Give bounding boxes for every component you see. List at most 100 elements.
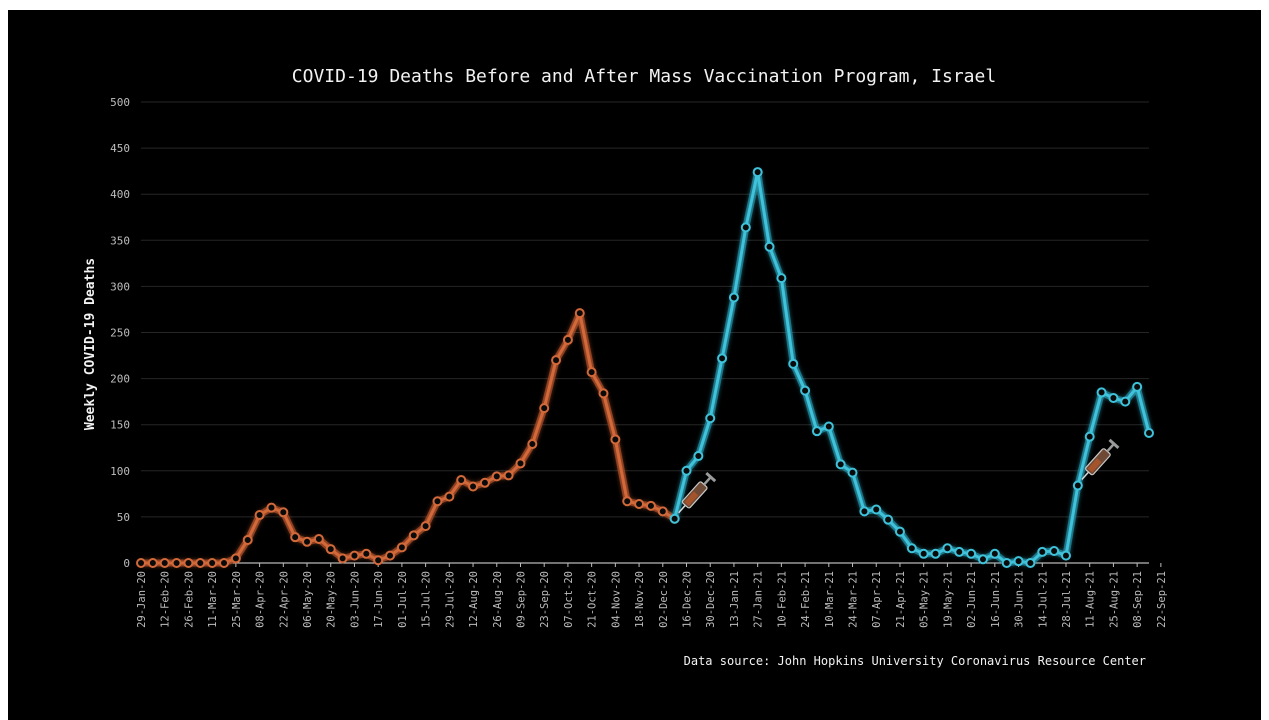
x-tick-label: 08-Apr-20 [255,571,267,628]
data-point [622,496,633,507]
x-tick-label: 26-Aug-20 [492,571,504,628]
data-point [835,459,846,470]
x-tick-label: 22-Apr-20 [278,571,290,628]
data-point [800,385,811,396]
data-point [681,465,692,476]
data-point [266,502,277,513]
x-tick-label: 16-Jun-21 [990,571,1002,628]
x-tick-label: 09-Sep-20 [515,571,527,628]
data-point [669,513,680,524]
x-tick-label: 10-Feb-21 [776,571,788,628]
x-tick-label: 23-Sep-20 [539,571,551,628]
data-point [930,548,941,559]
series-layer [136,167,1154,568]
y-tick-label: 200 [110,373,130,386]
x-tick-label: 04-Nov-20 [610,571,622,628]
data-point [136,558,146,568]
data-point [752,167,763,178]
data-point [278,507,289,518]
data-point [1096,387,1107,398]
data-point [527,439,538,450]
x-tick-label: 25-Mar-20 [231,571,243,628]
syringe-icon [678,471,717,514]
x-tick-label: 21-Apr-21 [895,571,907,628]
y-tick-label: 500 [110,96,130,109]
data-point [918,548,929,559]
x-tick-label: 03-Jun-20 [349,571,361,628]
data-point [847,467,858,478]
data-point [456,475,467,486]
data-point [728,292,739,303]
annotations-layer [678,438,1120,514]
data-point [1013,556,1024,567]
data-point [1049,546,1060,557]
series-pre-vaccination [136,308,680,568]
data-point [171,558,182,568]
x-tick-label: 25-Aug-21 [1108,571,1120,628]
data-point [788,358,799,369]
x-tick-label: 22-Sep-21 [1156,571,1168,628]
data-point [195,558,206,568]
data-point [290,532,301,543]
data-point [302,536,313,547]
data-point [325,544,336,555]
x-tick-label: 05-May-21 [919,571,931,628]
x-tick-label: 01-Jul-20 [397,571,409,628]
x-tick-label: 30-Jun-21 [1014,571,1026,628]
data-point [207,558,218,568]
data-point [219,558,230,568]
x-tick-label: 10-Mar-21 [824,571,836,628]
x-tick-label: 12-Feb-20 [160,571,172,628]
data-point [977,554,988,565]
x-tick-label: 16-Dec-20 [682,571,694,628]
x-tick-label: 13-Jan-21 [729,571,741,628]
data-point [1108,392,1119,403]
data-point [610,434,621,445]
data-point [432,496,443,507]
data-point [444,491,455,502]
x-tick-label: 12-Aug-20 [468,571,480,628]
y-tick-label: 450 [110,142,130,155]
x-tick-label: 07-Apr-21 [871,571,883,628]
x-tick-label: 24-Mar-21 [848,571,860,628]
data-point [1001,558,1012,568]
x-tick-label: 17-Jun-20 [373,571,385,628]
data-point [254,510,265,521]
data-point [871,504,882,515]
x-tick-label: 08-Sep-21 [1132,571,1144,628]
data-point [740,222,751,233]
x-tick-label: 28-Jul-21 [1061,571,1073,628]
x-tick-label: 06-May-20 [302,571,314,628]
data-point [539,403,550,414]
data-point [515,458,526,469]
y-tick-label: 0 [123,557,130,570]
data-point [159,558,170,568]
x-tick-label: 11-Aug-21 [1085,571,1097,628]
data-point [562,334,573,345]
y-tick-label: 400 [110,188,130,201]
data-point [385,550,396,561]
y-tick-label: 350 [110,234,130,247]
data-point [337,553,348,564]
x-tick-label: 15-Jul-20 [421,571,433,628]
chart-frame: 0 50 100 150 200 250 300 350 400 450 500 29-Jan-20… [8,10,1261,720]
series-post-vaccination [669,167,1154,568]
x-tick-label: 24-Feb-21 [800,571,812,628]
data-point [966,548,977,559]
gridlines [141,101,1149,518]
data-point [894,526,905,537]
data-point [230,553,241,564]
x-tick-label: 02-Jun-21 [966,571,978,628]
data-point [1084,431,1095,442]
data-point [147,558,158,568]
data-point [361,548,372,559]
y-axis: 0 50 100 150 200 250 300 350 400 450 500 [110,96,1149,570]
x-tick-label: 07-Oct-20 [563,571,575,628]
data-point [693,451,704,462]
data-point [408,530,419,541]
data-point [183,558,194,568]
x-tick-label: 30-Dec-20 [705,571,717,628]
data-point [479,477,490,488]
data-point [705,413,716,424]
chart-title: COVID-19 Deaths Before and After Mass Va… [292,66,996,87]
